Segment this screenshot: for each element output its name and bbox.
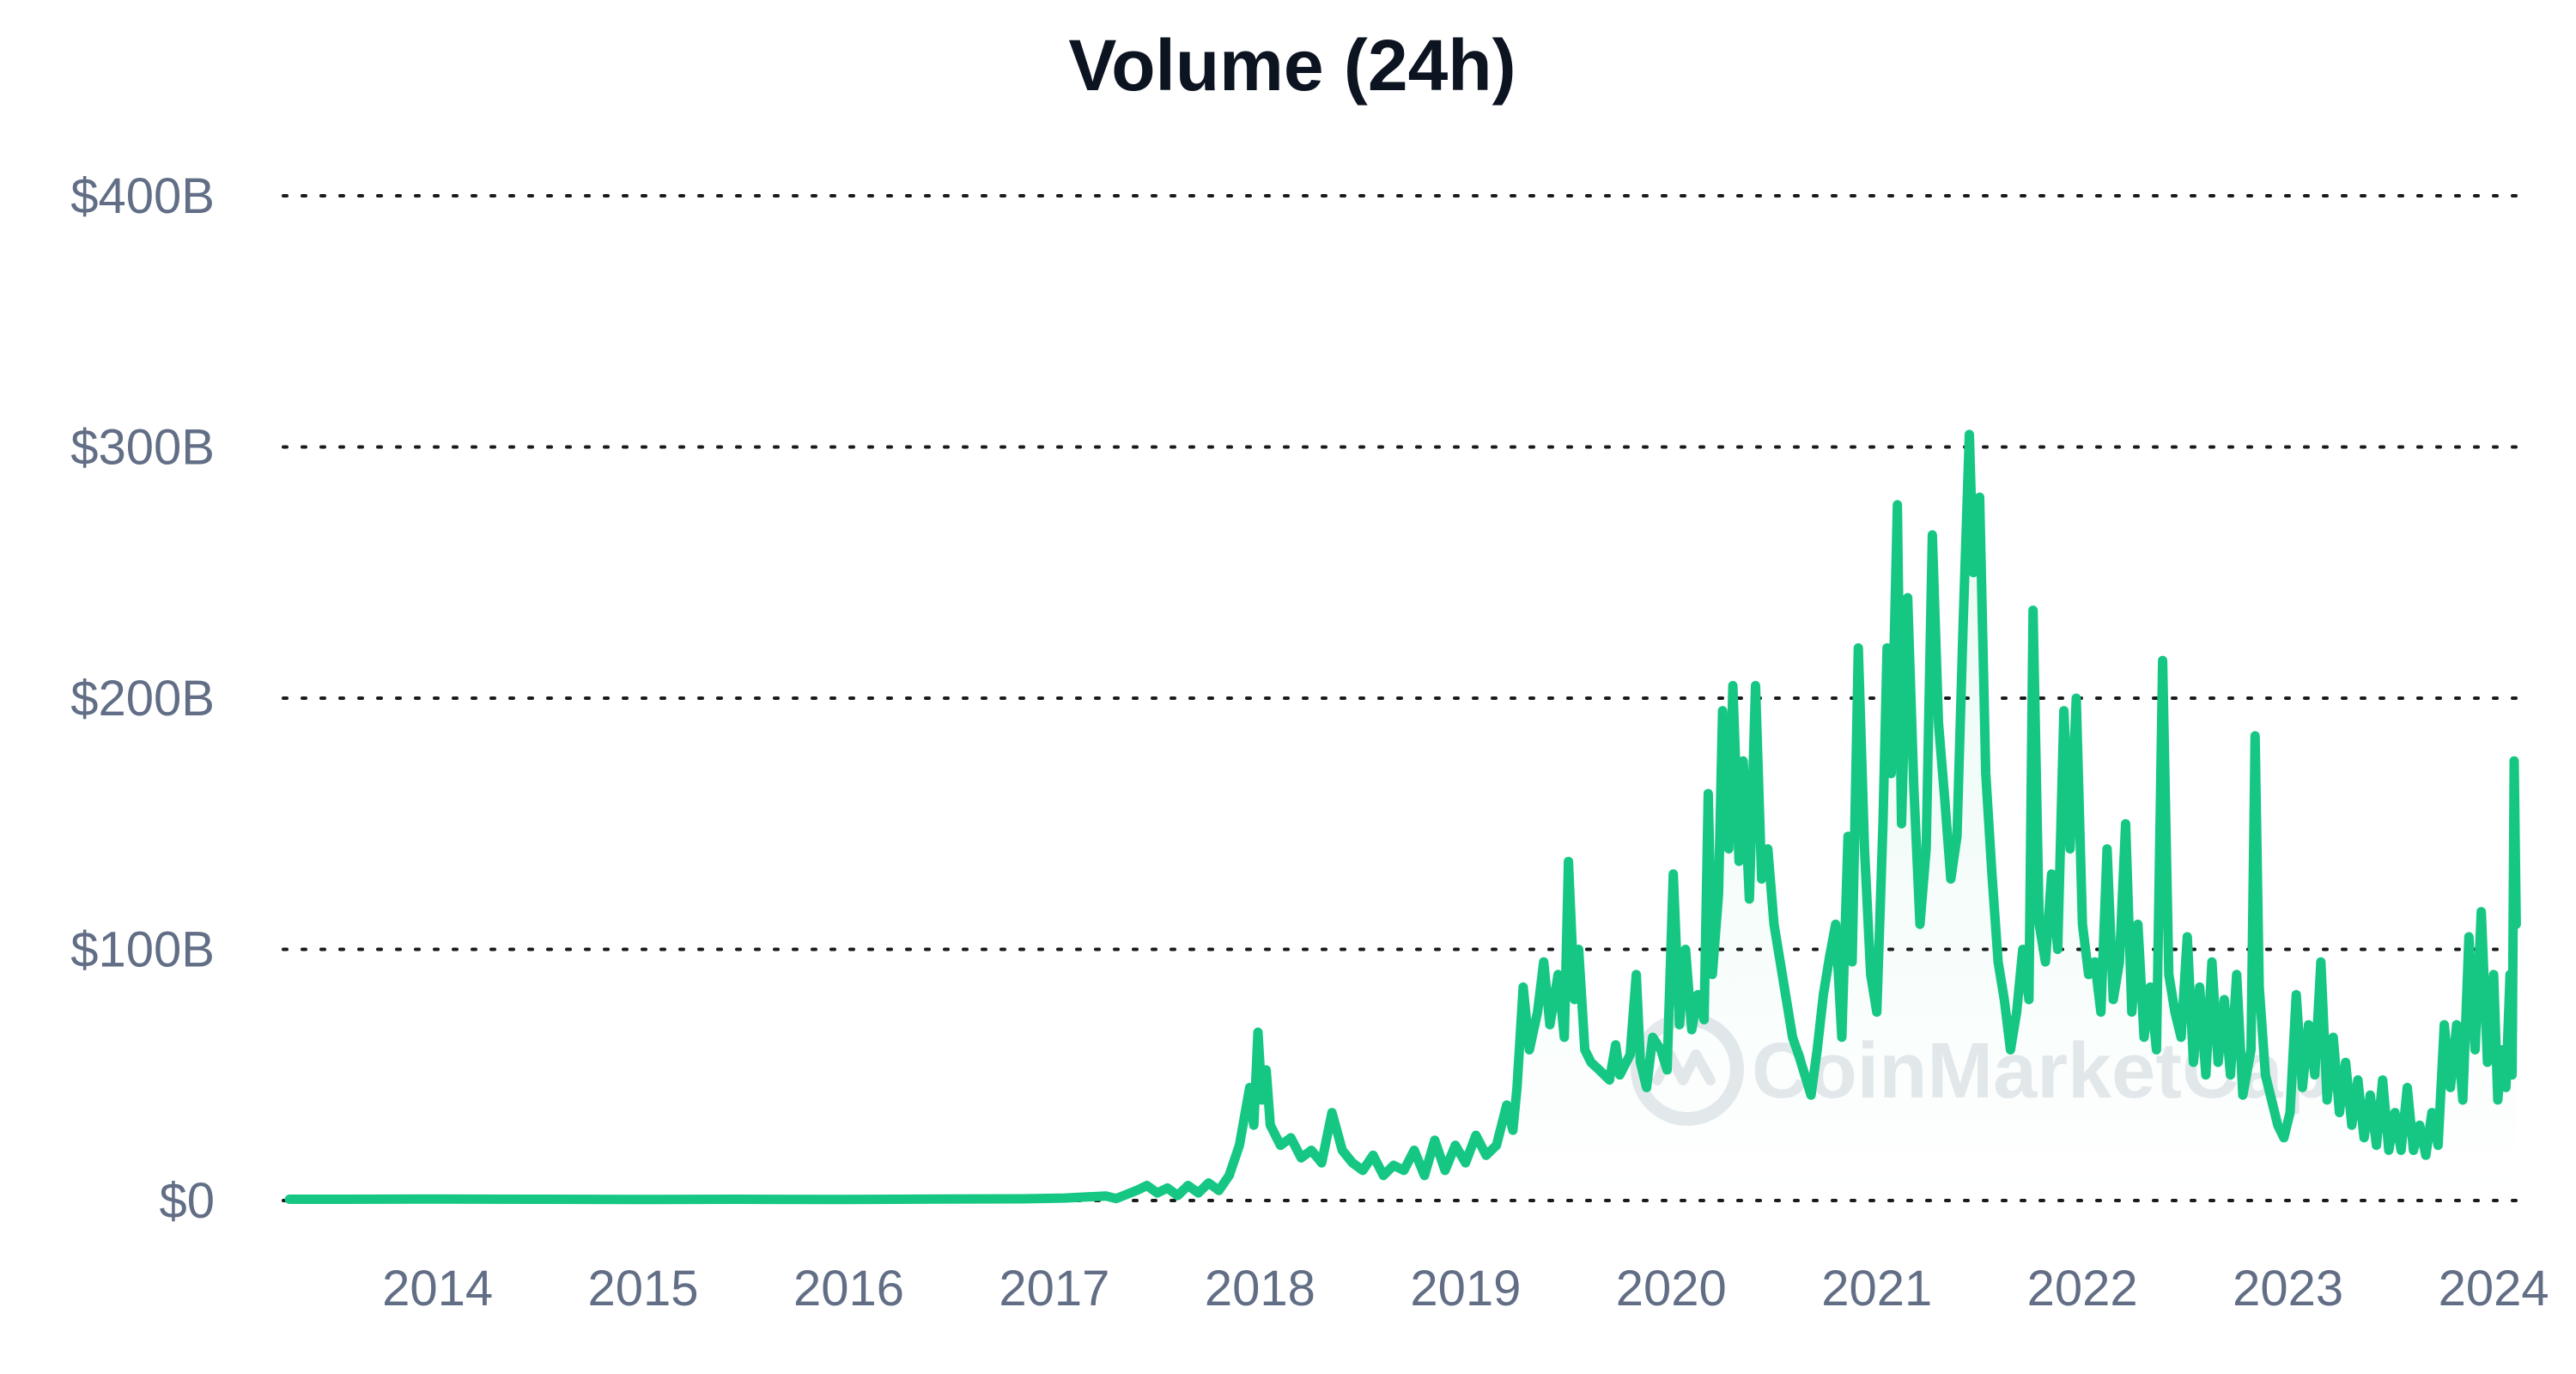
y-tick-label: $300B	[70, 420, 215, 476]
x-tick-label: 2019	[1410, 1261, 1521, 1316]
x-tick-label: 2021	[1821, 1261, 1932, 1316]
x-axis-ticks: 2014 2015 2016 2017 2018 2019 2020 2021 2022 2023…	[382, 1261, 2549, 1316]
x-tick-label: 2024	[2439, 1261, 2549, 1316]
y-axis-ticks: $0 $100B $200B $300B $400B	[70, 168, 215, 1229]
x-tick-label: 2022	[2027, 1261, 2138, 1316]
chart-title: Volume (24h)	[1068, 25, 1516, 106]
x-tick-label: 2018	[1205, 1261, 1315, 1316]
y-tick-label: $200B	[70, 671, 215, 727]
x-tick-label: 2017	[999, 1261, 1109, 1316]
volume-area	[289, 434, 2517, 1201]
x-tick-label: 2023	[2233, 1261, 2343, 1316]
volume-line	[284, 429, 2521, 1205]
x-tick-label: 2020	[1616, 1261, 1727, 1316]
y-tick-label: $0	[159, 1173, 215, 1229]
y-tick-label: $100B	[70, 922, 215, 978]
x-tick-label: 2015	[588, 1261, 699, 1316]
x-tick-label: 2016	[793, 1261, 904, 1316]
x-tick-label: 2014	[382, 1261, 493, 1316]
y-tick-label: $400B	[70, 168, 215, 224]
